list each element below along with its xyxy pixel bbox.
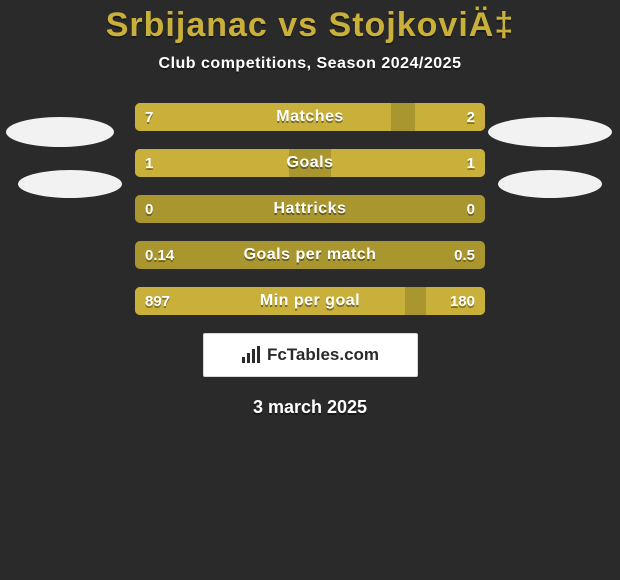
player-left-oval-1 — [6, 117, 114, 147]
bars-icon — [241, 346, 263, 364]
source-brand: FcTables.com — [241, 345, 379, 365]
stat-row: 11Goals — [135, 149, 485, 177]
source-badge[interactable]: FcTables.com — [203, 333, 418, 377]
brand-prefix: Fc — [267, 345, 287, 364]
comparison-stage: 72Matches 11Goals 00Hattricks 0.140.5Goals … — [0, 103, 620, 418]
player-right-oval-2 — [498, 170, 602, 198]
stat-row: 897180Min per goal — [135, 287, 485, 315]
player-left-oval-2 — [18, 170, 122, 198]
stat-row: 00Hattricks — [135, 195, 485, 223]
page-title: Srbijanac vs StojkoviÄ‡ — [0, 0, 620, 45]
stat-label: Goals — [135, 149, 485, 177]
brand-suffix: Tables.com — [287, 345, 379, 364]
stat-label: Matches — [135, 103, 485, 131]
comparison-rows: 72Matches 11Goals 00Hattricks 0.140.5Goals … — [135, 103, 485, 315]
stat-label: Goals per match — [135, 241, 485, 269]
footer-date: 3 march 2025 — [0, 397, 620, 418]
stat-row: 0.140.5Goals per match — [135, 241, 485, 269]
stat-label: Hattricks — [135, 195, 485, 223]
stat-row: 72Matches — [135, 103, 485, 131]
page-subtitle: Club competitions, Season 2024/2025 — [0, 55, 620, 73]
player-right-oval-1 — [488, 117, 612, 147]
stat-label: Min per goal — [135, 287, 485, 315]
